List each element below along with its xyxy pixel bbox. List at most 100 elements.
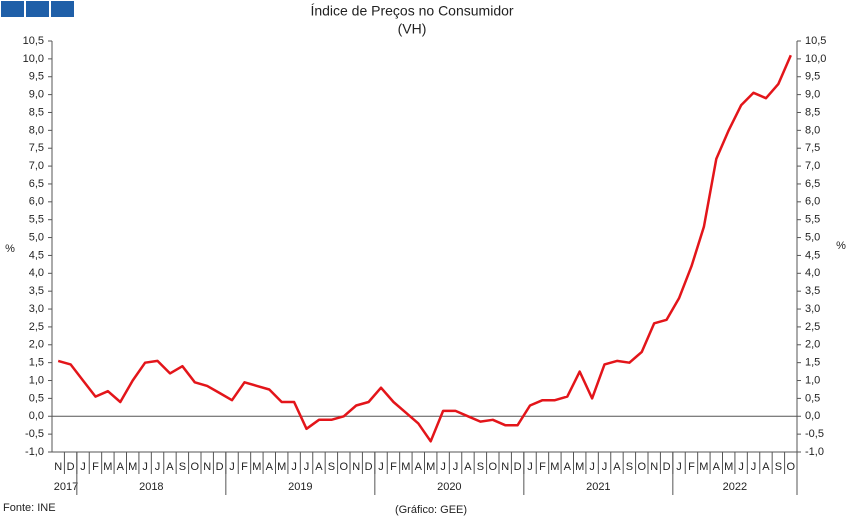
y2-tick-label: -1,0 bbox=[805, 446, 824, 458]
x-tick-label: M bbox=[252, 461, 261, 473]
x-tick-label: J bbox=[527, 461, 533, 473]
y2-tick-label: 8,0 bbox=[805, 124, 820, 136]
x-tick-label: D bbox=[663, 461, 671, 473]
x-tick-label: J bbox=[676, 461, 682, 473]
y-tick-label: 3,5 bbox=[29, 285, 44, 297]
x-tick-label: S bbox=[477, 461, 484, 473]
x-tick-label: J bbox=[440, 461, 446, 473]
y2-tick-label: 1,5 bbox=[805, 357, 820, 369]
y-tick-label: 1,5 bbox=[29, 357, 44, 369]
y-tick-label: 3,0 bbox=[29, 303, 44, 315]
x-tick-label: J bbox=[453, 461, 459, 473]
x-tick-label: M bbox=[277, 461, 286, 473]
year-label: 2022 bbox=[723, 481, 747, 493]
y-tick-label: 6,0 bbox=[29, 196, 44, 208]
x-tick-label: J bbox=[602, 461, 608, 473]
y2-tick-label: 4,5 bbox=[805, 249, 820, 261]
x-tick-label: F bbox=[241, 461, 248, 473]
x-tick-label: J bbox=[291, 461, 297, 473]
y2-tick-label: 6,5 bbox=[805, 178, 820, 190]
y2-tick-label: 0,0 bbox=[805, 410, 820, 422]
x-tick-label: N bbox=[54, 461, 62, 473]
y2-tick-label: 0,5 bbox=[805, 392, 820, 404]
y-tick-label: 7,0 bbox=[29, 160, 44, 172]
y2-tick-label: 7,0 bbox=[805, 160, 820, 172]
x-tick-label: J bbox=[142, 461, 148, 473]
y-tick-label: 0,5 bbox=[29, 392, 44, 404]
x-tick-label: S bbox=[179, 461, 186, 473]
year-label: 2018 bbox=[139, 481, 163, 493]
year-label: 2019 bbox=[288, 481, 312, 493]
x-tick-label: A bbox=[713, 461, 721, 473]
x-tick-label: J bbox=[738, 461, 744, 473]
year-label: 2017 bbox=[54, 481, 78, 493]
y2-tick-label: 2,0 bbox=[805, 339, 820, 351]
logo-square bbox=[51, 1, 74, 17]
y-tick-label: 4,5 bbox=[29, 249, 44, 261]
x-tick-label: J bbox=[378, 461, 384, 473]
x-tick-label: A bbox=[166, 461, 174, 473]
y2-tick-label: -0,5 bbox=[805, 428, 824, 440]
y-tick-label: 9,5 bbox=[29, 71, 44, 83]
x-tick-label: A bbox=[613, 461, 621, 473]
y-axis-label: % bbox=[5, 243, 15, 255]
y-tick-label: 10,0 bbox=[23, 53, 44, 65]
y-tick-label: 2,5 bbox=[29, 321, 44, 333]
x-tick-label: F bbox=[539, 461, 546, 473]
y-tick-label: 1,0 bbox=[29, 374, 44, 386]
y2-tick-label: 3,5 bbox=[805, 285, 820, 297]
x-tick-label: A bbox=[415, 461, 423, 473]
y2-tick-label: 9,5 bbox=[805, 71, 820, 83]
x-tick-label: M bbox=[128, 461, 137, 473]
y-tick-label: 2,0 bbox=[29, 339, 44, 351]
x-tick-label: N bbox=[352, 461, 360, 473]
x-tick-label: O bbox=[787, 461, 796, 473]
x-tick-label: N bbox=[501, 461, 509, 473]
y-tick-label: 4,0 bbox=[29, 267, 44, 279]
x-tick-label: F bbox=[688, 461, 695, 473]
y2-tick-label: 5,5 bbox=[805, 214, 820, 226]
y2-tick-label: 8,5 bbox=[805, 106, 820, 118]
y2-tick-label: 7,5 bbox=[805, 142, 820, 154]
x-tick-label: O bbox=[340, 461, 349, 473]
y2-tick-label: 4,0 bbox=[805, 267, 820, 279]
y-tick-label: 8,0 bbox=[29, 124, 44, 136]
x-tick-label: J bbox=[155, 461, 161, 473]
x-tick-label: J bbox=[304, 461, 310, 473]
x-tick-label: D bbox=[216, 461, 224, 473]
chart-subtitle: (VH) bbox=[398, 21, 427, 37]
x-tick-label: F bbox=[390, 461, 397, 473]
x-tick-label: F bbox=[92, 461, 99, 473]
y-tick-label: 10,5 bbox=[23, 35, 44, 47]
y2-tick-label: 2,5 bbox=[805, 321, 820, 333]
x-tick-label: J bbox=[589, 461, 595, 473]
y2-axis-label: % bbox=[836, 240, 846, 252]
x-tick-label: S bbox=[775, 461, 782, 473]
x-tick-label: J bbox=[229, 461, 235, 473]
y-tick-label: -1,0 bbox=[25, 446, 44, 458]
y2-tick-label: 9,0 bbox=[805, 89, 820, 101]
x-tick-label: M bbox=[724, 461, 733, 473]
y-tick-label: -0,5 bbox=[25, 428, 44, 440]
x-tick-label: O bbox=[638, 461, 647, 473]
x-tick-label: M bbox=[550, 461, 559, 473]
y-tick-label: 5,5 bbox=[29, 214, 44, 226]
x-tick-label: M bbox=[575, 461, 584, 473]
y-tick-label: 5,0 bbox=[29, 231, 44, 243]
y2-tick-label: 3,0 bbox=[805, 303, 820, 315]
x-tick-label: A bbox=[315, 461, 323, 473]
x-tick-label: D bbox=[67, 461, 75, 473]
x-tick-label: D bbox=[514, 461, 522, 473]
x-tick-label: A bbox=[266, 461, 274, 473]
x-tick-label: M bbox=[699, 461, 708, 473]
x-tick-label: A bbox=[117, 461, 125, 473]
y2-tick-label: 6,0 bbox=[805, 196, 820, 208]
x-tick-label: M bbox=[426, 461, 435, 473]
x-tick-label: M bbox=[401, 461, 410, 473]
x-tick-label: A bbox=[564, 461, 572, 473]
x-tick-label: D bbox=[365, 461, 373, 473]
logo-square bbox=[26, 1, 49, 17]
x-tick-label: J bbox=[751, 461, 757, 473]
x-tick-label: J bbox=[80, 461, 86, 473]
